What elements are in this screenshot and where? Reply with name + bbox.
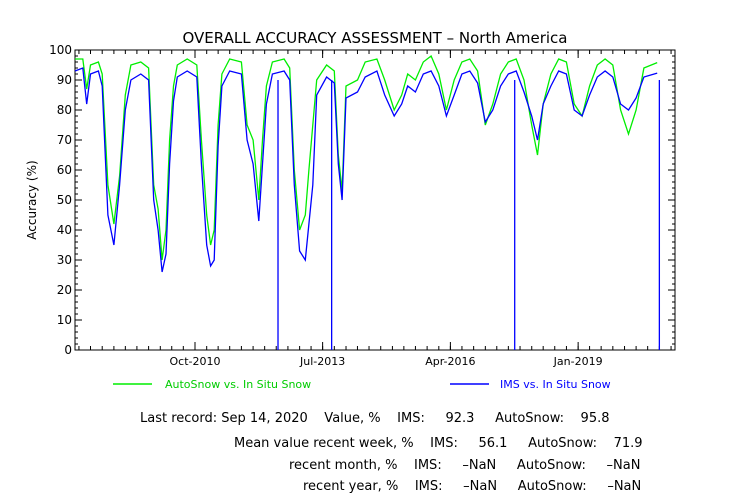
- y-tick-label: 20: [57, 283, 72, 297]
- x-tick-label: Apr-2016: [425, 355, 475, 368]
- stats-recent-month: recent month, % IMS: –NaN AutoSnow: –NaN: [289, 458, 641, 473]
- stats-recent-year: recent year, % IMS: –NaN AutoSnow: –NaN: [303, 479, 642, 494]
- legend-label-autosnow: AutoSnow vs. In Situ Snow: [165, 378, 311, 391]
- y-tick-label: 30: [57, 253, 72, 267]
- chart-title: OVERALL ACCURACY ASSESSMENT – North Amer…: [183, 29, 568, 47]
- series-ims-line: [74, 67, 658, 273]
- x-tick-label: Jan-2019: [553, 355, 603, 368]
- y-tick-label: 0: [64, 343, 72, 357]
- plot-border: [74, 49, 676, 351]
- y-tick-label: 100: [49, 43, 72, 57]
- y-tick-label: 10: [57, 313, 72, 327]
- x-tick-label: Jul-2013: [299, 355, 345, 368]
- series-layer: [74, 54, 661, 350]
- legend-label-ims: IMS vs. In Situ Snow: [500, 378, 611, 391]
- stats-last-record: Last record: Sep 14, 2020 Value, % IMS: …: [140, 411, 610, 426]
- x-ticks: Oct-2010 Jul-2013 Apr-2016 Jan-2019: [78, 50, 672, 368]
- y-tick-label: 80: [57, 103, 72, 117]
- y-tick-label: 70: [57, 133, 72, 147]
- y-tick-label: 60: [57, 163, 72, 177]
- y-tick-label: 40: [57, 223, 72, 237]
- plot-frame: [74, 49, 676, 351]
- y-tick-label: 90: [57, 73, 72, 87]
- stats-recent-week: Mean value recent week, % IMS: 56.1 Auto…: [234, 436, 643, 451]
- y-axis-label: Accuracy (%): [25, 160, 39, 239]
- y-tick-label: 50: [57, 193, 72, 207]
- y-ticks: 0 10 20 30 40 50 60 70 80 90 100: [49, 43, 675, 357]
- series-autosnow-line: [75, 54, 658, 261]
- legend: AutoSnow vs. In Situ Snow IMS vs. In Sit…: [113, 378, 611, 391]
- x-tick-label: Oct-2010: [170, 355, 221, 368]
